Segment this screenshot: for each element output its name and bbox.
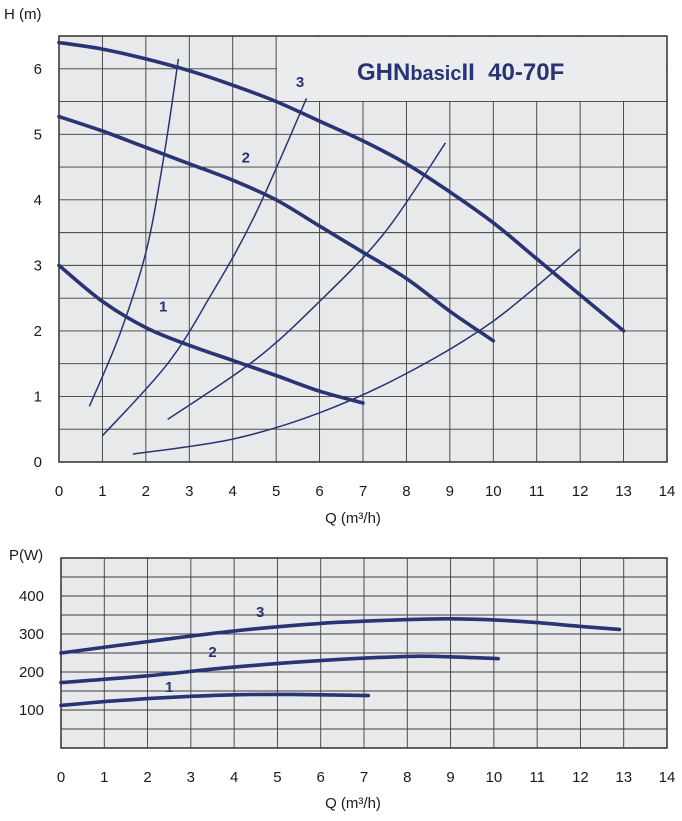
y-tick-label: 4 bbox=[34, 192, 42, 209]
series-line-1 bbox=[59, 692, 371, 708]
x-tick-label: 6 bbox=[317, 769, 325, 786]
x-tick-label: 11 bbox=[529, 769, 545, 786]
series-label-1: 1 bbox=[159, 298, 167, 315]
x-tick-label: 3 bbox=[187, 769, 195, 786]
y-tick-label: 200 bbox=[19, 664, 44, 681]
y-axis-title: H (m) bbox=[4, 6, 42, 23]
series-label-2: 2 bbox=[242, 149, 250, 166]
system-curve bbox=[101, 97, 308, 437]
series-label-1: 1 bbox=[165, 679, 173, 696]
x-tick-label: 10 bbox=[486, 769, 503, 786]
y-tick-label: 2 bbox=[34, 323, 42, 340]
x-tick-label: 5 bbox=[272, 483, 280, 500]
series-line-1 bbox=[57, 263, 365, 405]
series-label-3: 3 bbox=[256, 604, 264, 621]
x-tick-label: 10 bbox=[485, 483, 502, 500]
series-label-3: 3 bbox=[296, 74, 304, 91]
plot-frame bbox=[58, 35, 668, 463]
title-model: 40-70F bbox=[475, 59, 564, 86]
x-tick-label: 1 bbox=[98, 483, 106, 500]
y-tick-label: 1 bbox=[34, 388, 42, 405]
system-curve bbox=[167, 142, 447, 421]
series-line-3 bbox=[59, 616, 622, 655]
x-tick-label: 12 bbox=[572, 769, 589, 786]
series-label-2: 2 bbox=[208, 644, 216, 661]
x-tick-label: 13 bbox=[615, 769, 632, 786]
series-line-2 bbox=[59, 654, 500, 685]
x-tick-label: 7 bbox=[359, 483, 367, 500]
y-tick-label: 0 bbox=[34, 454, 42, 471]
x-tick-label: 5 bbox=[273, 769, 281, 786]
x-tick-label: 2 bbox=[142, 483, 150, 500]
x-axis-title: Q (m³/h) bbox=[325, 510, 381, 527]
y-tick-label: 100 bbox=[19, 702, 44, 719]
x-tick-label: 4 bbox=[230, 769, 238, 786]
x-tick-label: 9 bbox=[446, 483, 454, 500]
x-tick-label: 0 bbox=[57, 769, 65, 786]
x-tick-label: 9 bbox=[446, 769, 454, 786]
x-tick-label: 14 bbox=[659, 483, 676, 500]
y-tick-label: 400 bbox=[19, 588, 44, 605]
x-tick-label: 7 bbox=[360, 769, 368, 786]
x-tick-label: 1 bbox=[100, 769, 108, 786]
title-series: basic bbox=[410, 63, 461, 85]
y-tick-label: 300 bbox=[19, 626, 44, 643]
x-tick-label: 14 bbox=[659, 769, 676, 786]
x-tick-label: 13 bbox=[615, 483, 632, 500]
y-tick-label: 3 bbox=[34, 257, 42, 274]
y-tick-label: 6 bbox=[34, 61, 42, 78]
title-brand: GHN bbox=[357, 59, 410, 86]
x-tick-label: 0 bbox=[55, 483, 63, 500]
system-curve bbox=[132, 248, 581, 455]
y-tick-label: 5 bbox=[34, 126, 42, 143]
system-curve bbox=[88, 58, 180, 407]
x-tick-label: 8 bbox=[403, 769, 411, 786]
x-axis-title: Q (m³/h) bbox=[325, 795, 381, 812]
title-suffix: II bbox=[462, 59, 475, 86]
x-tick-label: 11 bbox=[529, 483, 545, 500]
title-panel bbox=[277, 37, 666, 101]
chart-title: GHNbasicII 40-70F bbox=[357, 59, 564, 86]
x-tick-label: 3 bbox=[185, 483, 193, 500]
x-tick-label: 12 bbox=[572, 483, 589, 500]
x-tick-label: 6 bbox=[315, 483, 323, 500]
series-line-2 bbox=[57, 114, 496, 343]
x-tick-label: 8 bbox=[402, 483, 410, 500]
y-axis-title: P(W) bbox=[9, 547, 43, 564]
x-tick-label: 2 bbox=[143, 769, 151, 786]
x-tick-label: 4 bbox=[229, 483, 237, 500]
series-line-3 bbox=[57, 40, 626, 333]
